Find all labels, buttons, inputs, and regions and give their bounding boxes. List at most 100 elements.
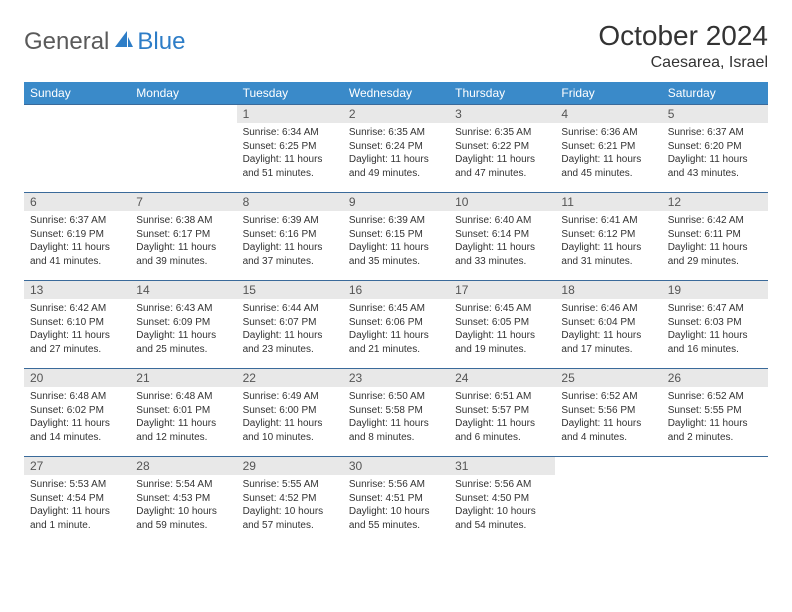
calendar-day-cell: 2Sunrise: 6:35 AMSunset: 6:24 PMDaylight… — [343, 105, 449, 193]
daylight-text: Daylight: 11 hours and 1 minute. — [30, 505, 124, 532]
daylight-text: Daylight: 11 hours and 33 minutes. — [455, 241, 549, 268]
calendar-day-cell: 3Sunrise: 6:35 AMSunset: 6:22 PMDaylight… — [449, 105, 555, 193]
day-body: Sunrise: 6:47 AMSunset: 6:03 PMDaylight:… — [662, 299, 768, 360]
sunrise-text: Sunrise: 5:56 AM — [349, 478, 443, 492]
daylight-text: Daylight: 11 hours and 45 minutes. — [561, 153, 655, 180]
day-number: 23 — [343, 369, 449, 387]
day-number: 11 — [555, 193, 661, 211]
daylight-text: Daylight: 11 hours and 51 minutes. — [243, 153, 337, 180]
sunset-text: Sunset: 4:51 PM — [349, 492, 443, 506]
sunset-text: Sunset: 4:52 PM — [243, 492, 337, 506]
sunrise-text: Sunrise: 6:43 AM — [136, 302, 230, 316]
daylight-text: Daylight: 11 hours and 21 minutes. — [349, 329, 443, 356]
day-number: 9 — [343, 193, 449, 211]
day-body: Sunrise: 6:43 AMSunset: 6:09 PMDaylight:… — [130, 299, 236, 360]
calendar-day-cell: 7Sunrise: 6:38 AMSunset: 6:17 PMDaylight… — [130, 193, 236, 281]
sunset-text: Sunset: 4:53 PM — [136, 492, 230, 506]
sunrise-text: Sunrise: 6:52 AM — [668, 390, 762, 404]
daylight-text: Daylight: 11 hours and 41 minutes. — [30, 241, 124, 268]
sunset-text: Sunset: 6:25 PM — [243, 140, 337, 154]
day-number: 20 — [24, 369, 130, 387]
day-number: 27 — [24, 457, 130, 475]
daylight-text: Daylight: 11 hours and 8 minutes. — [349, 417, 443, 444]
daylight-text: Daylight: 11 hours and 6 minutes. — [455, 417, 549, 444]
sunrise-text: Sunrise: 6:51 AM — [455, 390, 549, 404]
logo: General Blue — [24, 28, 185, 56]
sunset-text: Sunset: 5:57 PM — [455, 404, 549, 418]
calendar-day-cell: 28Sunrise: 5:54 AMSunset: 4:53 PMDayligh… — [130, 457, 236, 545]
day-number: 26 — [662, 369, 768, 387]
day-body: Sunrise: 6:42 AMSunset: 6:10 PMDaylight:… — [24, 299, 130, 360]
day-body: Sunrise: 6:45 AMSunset: 6:05 PMDaylight:… — [449, 299, 555, 360]
weekday-header: Saturday — [662, 82, 768, 105]
day-number: 24 — [449, 369, 555, 387]
title-block: October 2024 Caesarea, Israel — [598, 20, 768, 72]
sunset-text: Sunset: 5:56 PM — [561, 404, 655, 418]
day-body: Sunrise: 6:37 AMSunset: 6:20 PMDaylight:… — [662, 123, 768, 184]
sunrise-text: Sunrise: 6:46 AM — [561, 302, 655, 316]
day-number: 28 — [130, 457, 236, 475]
daylight-text: Daylight: 11 hours and 19 minutes. — [455, 329, 549, 356]
day-number: 3 — [449, 105, 555, 123]
day-body: Sunrise: 6:39 AMSunset: 6:15 PMDaylight:… — [343, 211, 449, 272]
sunrise-text: Sunrise: 6:52 AM — [561, 390, 655, 404]
daylight-text: Daylight: 10 hours and 59 minutes. — [136, 505, 230, 532]
daylight-text: Daylight: 11 hours and 23 minutes. — [243, 329, 337, 356]
daylight-text: Daylight: 11 hours and 4 minutes. — [561, 417, 655, 444]
day-body: Sunrise: 6:42 AMSunset: 6:11 PMDaylight:… — [662, 211, 768, 272]
day-number: 4 — [555, 105, 661, 123]
daylight-text: Daylight: 11 hours and 27 minutes. — [30, 329, 124, 356]
calendar-day-cell: 5Sunrise: 6:37 AMSunset: 6:20 PMDaylight… — [662, 105, 768, 193]
calendar-day-cell: 4Sunrise: 6:36 AMSunset: 6:21 PMDaylight… — [555, 105, 661, 193]
daylight-text: Daylight: 11 hours and 39 minutes. — [136, 241, 230, 268]
sunrise-text: Sunrise: 6:47 AM — [668, 302, 762, 316]
day-number: 30 — [343, 457, 449, 475]
day-number: 5 — [662, 105, 768, 123]
sunrise-text: Sunrise: 6:48 AM — [30, 390, 124, 404]
day-body: Sunrise: 6:35 AMSunset: 6:22 PMDaylight:… — [449, 123, 555, 184]
calendar-week-row: 20Sunrise: 6:48 AMSunset: 6:02 PMDayligh… — [24, 369, 768, 457]
sunset-text: Sunset: 6:00 PM — [243, 404, 337, 418]
calendar-day-cell: 11Sunrise: 6:41 AMSunset: 6:12 PMDayligh… — [555, 193, 661, 281]
calendar-empty-cell — [130, 105, 236, 193]
day-number: 22 — [237, 369, 343, 387]
calendar-day-cell: 24 Sunrise: 6:51 AMSunset: 5:57 PMDayligh… — [449, 369, 555, 457]
daylight-text: Daylight: 11 hours and 29 minutes. — [668, 241, 762, 268]
calendar-day-cell: 6Sunrise: 6:37 AMSunset: 6:19 PMDaylight… — [24, 193, 130, 281]
calendar-day-cell: 31Sunrise: 5:56 AMSunset: 4:50 PMDayligh… — [449, 457, 555, 545]
calendar-day-cell: 20Sunrise: 6:48 AMSunset: 6:02 PMDayligh… — [24, 369, 130, 457]
sunset-text: Sunset: 5:58 PM — [349, 404, 443, 418]
daylight-text: Daylight: 11 hours and 25 minutes. — [136, 329, 230, 356]
sunrise-text: Sunrise: 6:35 AM — [349, 126, 443, 140]
day-body: Sunrise: 6:38 AMSunset: 6:17 PMDaylight:… — [130, 211, 236, 272]
sunset-text: Sunset: 4:54 PM — [30, 492, 124, 506]
calendar-empty-cell — [24, 105, 130, 193]
calendar-day-cell: 22Sunrise: 6:49 AMSunset: 6:00 PMDayligh… — [237, 369, 343, 457]
daylight-text: Daylight: 11 hours and 49 minutes. — [349, 153, 443, 180]
logo-text-general: General — [24, 28, 109, 56]
day-body: Sunrise: 5:53 AMSunset: 4:54 PMDaylight:… — [24, 475, 130, 536]
sunrise-text: Sunrise: 5:53 AM — [30, 478, 124, 492]
day-body: Sunrise: 5:56 AMSunset: 4:50 PMDaylight:… — [449, 475, 555, 536]
daylight-text: Daylight: 11 hours and 43 minutes. — [668, 153, 762, 180]
daylight-text: Daylight: 10 hours and 54 minutes. — [455, 505, 549, 532]
calendar-day-cell: 16Sunrise: 6:45 AMSunset: 6:06 PMDayligh… — [343, 281, 449, 369]
sunset-text: Sunset: 6:02 PM — [30, 404, 124, 418]
day-number: 31 — [449, 457, 555, 475]
sunset-text: Sunset: 6:11 PM — [668, 228, 762, 242]
day-number: 25 — [555, 369, 661, 387]
sunset-text: Sunset: 6:05 PM — [455, 316, 549, 330]
weekday-header: Friday — [555, 82, 661, 105]
sunrise-text: Sunrise: 6:50 AM — [349, 390, 443, 404]
page-header: General Blue October 2024 Caesarea, Isra… — [24, 20, 768, 72]
calendar-table: SundayMondayTuesdayWednesdayThursdayFrid… — [24, 82, 768, 545]
sunset-text: Sunset: 6:17 PM — [136, 228, 230, 242]
sunrise-text: Sunrise: 6:42 AM — [668, 214, 762, 228]
sunrise-text: Sunrise: 5:56 AM — [455, 478, 549, 492]
sunset-text: Sunset: 6:04 PM — [561, 316, 655, 330]
day-number: 13 — [24, 281, 130, 299]
sunrise-text: Sunrise: 6:48 AM — [136, 390, 230, 404]
sunset-text: Sunset: 6:21 PM — [561, 140, 655, 154]
sunrise-text: Sunrise: 6:45 AM — [349, 302, 443, 316]
calendar-week-row: 1Sunrise: 6:34 AMSunset: 6:25 PMDaylight… — [24, 105, 768, 193]
